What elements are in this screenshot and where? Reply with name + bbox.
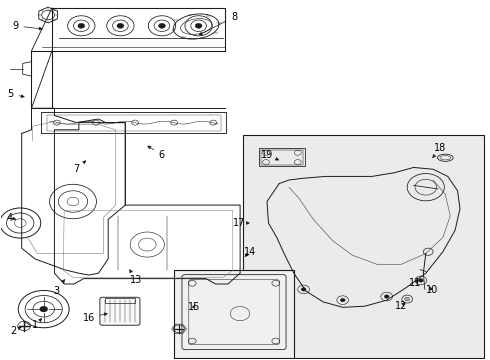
Text: 4: 4 [6,213,16,222]
Text: 8: 8 [199,12,237,35]
Text: 13: 13 [130,270,143,285]
Bar [174,270,294,357]
Circle shape [132,120,139,125]
Text: 12: 12 [395,301,408,311]
Circle shape [418,279,423,282]
Circle shape [384,295,389,298]
FancyBboxPatch shape [100,297,140,325]
Text: 5: 5 [7,89,24,99]
Text: 11: 11 [409,278,421,288]
Bar [243,135,485,357]
Text: 14: 14 [244,247,256,257]
Circle shape [93,120,99,125]
Circle shape [405,297,410,301]
Bar [259,148,305,166]
Text: 18: 18 [433,143,446,158]
Circle shape [117,23,124,28]
Circle shape [159,23,165,28]
Circle shape [171,120,177,125]
Text: 10: 10 [425,285,438,296]
Text: 15: 15 [188,302,200,312]
Text: 17: 17 [233,218,249,228]
Text: 6: 6 [148,146,165,160]
Circle shape [340,298,345,302]
Circle shape [78,23,85,28]
Text: 1: 1 [32,319,42,330]
Circle shape [53,120,60,125]
Text: 16: 16 [82,313,107,323]
Circle shape [40,306,48,312]
Text: 3: 3 [53,280,65,296]
Circle shape [210,120,217,125]
Circle shape [301,288,306,291]
Text: 19: 19 [261,150,279,160]
Circle shape [195,23,202,28]
Text: 9: 9 [12,21,42,31]
Text: 2: 2 [10,325,22,336]
Bar [105,298,135,303]
Bar [261,150,303,165]
Text: 7: 7 [74,161,86,174]
